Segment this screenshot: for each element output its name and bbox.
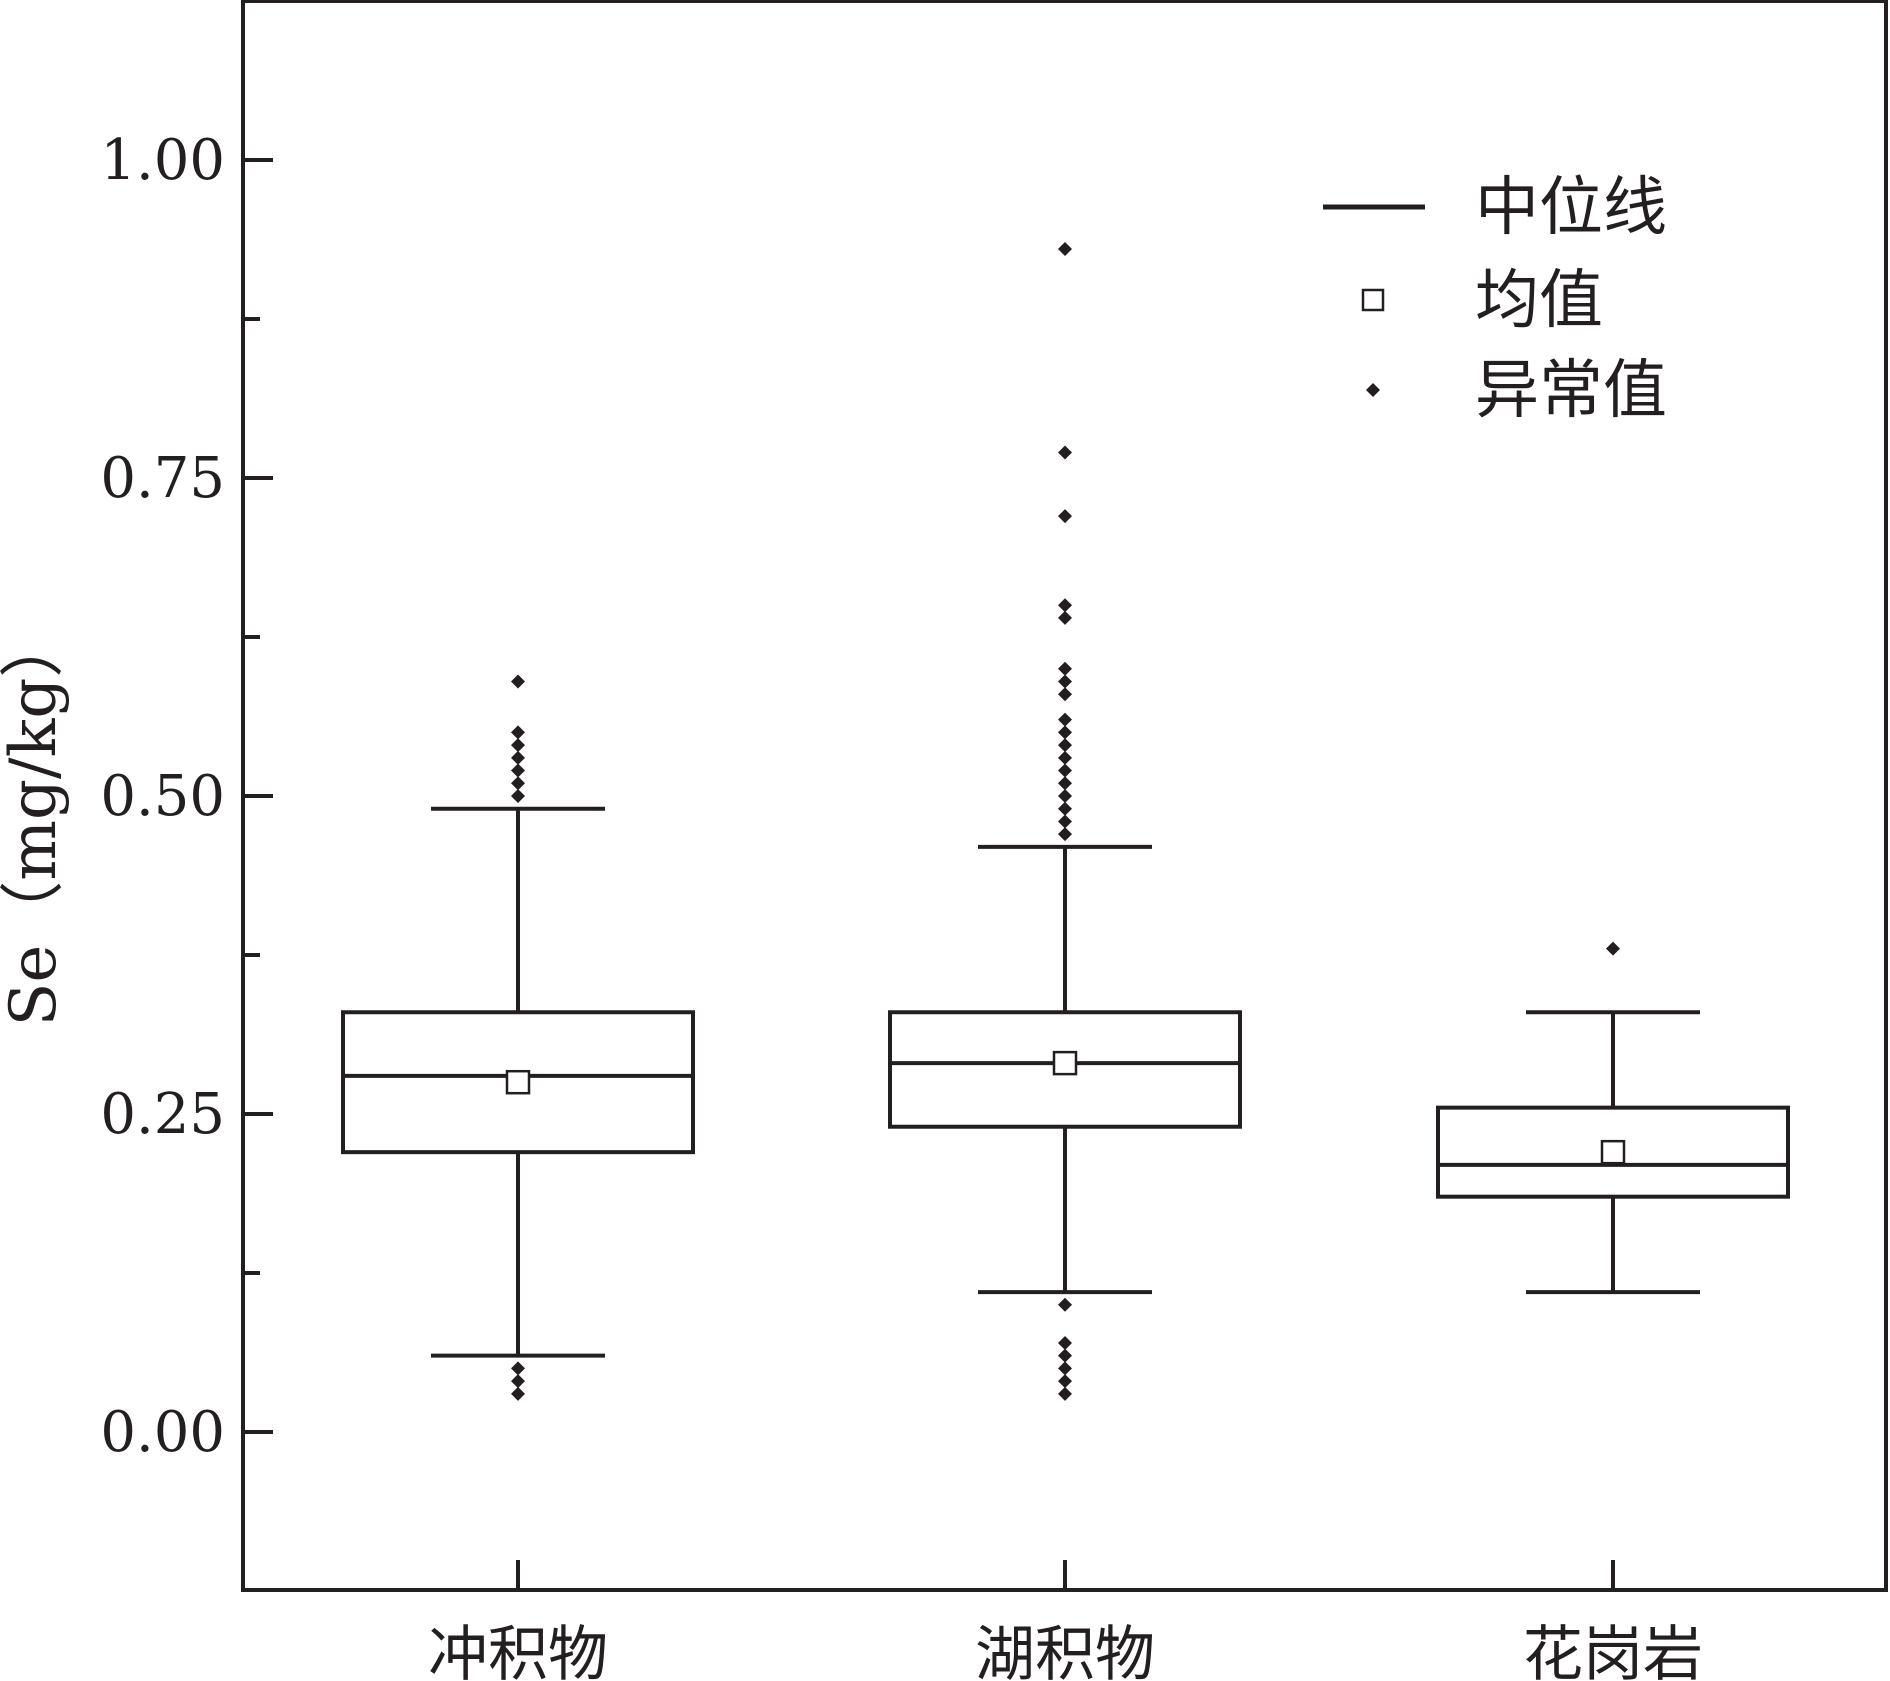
legend-label: 中位线 [1475, 171, 1667, 245]
mean-marker [1600, 1139, 1626, 1165]
y-tick-label: 1.00 [100, 128, 225, 193]
outlier-point [511, 738, 525, 753]
y-tick-label: 0.50 [100, 764, 225, 829]
outlier-point [511, 789, 525, 803]
outlier-point [511, 763, 525, 778]
iqr-box [1436, 1105, 1790, 1199]
outlier-point [511, 1386, 525, 1401]
x-axis: 冲积物 湖积物 花岗岩 [428, 1560, 1703, 1681]
outlier-point [1606, 941, 1620, 956]
outlier-point [1058, 1361, 1072, 1376]
outlier-point [1058, 763, 1072, 778]
outlier-point [1058, 750, 1072, 765]
outlier-point [1058, 1374, 1072, 1389]
y-tick-label: 0.75 [100, 446, 225, 511]
outlier-point [1058, 814, 1072, 829]
outlier-point [511, 1374, 525, 1389]
box-3 [1436, 941, 1790, 1295]
x-tick-label: 湖积物 [975, 1620, 1155, 1681]
outlier-point [1058, 827, 1072, 842]
outlier-point [1058, 242, 1072, 257]
box-2 [888, 242, 1242, 1401]
outlier-point [1058, 661, 1072, 676]
outlier-point [1058, 610, 1072, 625]
outlier-point [1058, 725, 1072, 740]
y-tick-label: 0.00 [100, 1400, 225, 1465]
outlier-point [511, 750, 525, 765]
outlier-point [1058, 687, 1072, 702]
legend-mean-swatch [1361, 288, 1385, 312]
x-tick-label: 冲积物 [428, 1620, 608, 1681]
outlier-point [1058, 738, 1072, 753]
iqr-box [888, 1010, 1242, 1129]
x-tick-label: 花岗岩 [1523, 1620, 1703, 1681]
outlier-point [511, 725, 525, 740]
outlier-point [1058, 712, 1072, 727]
box-series [341, 242, 1790, 1401]
outlier-point [511, 674, 525, 689]
outlier-point [511, 1361, 525, 1376]
outlier-point [1058, 674, 1072, 689]
legend-label: 异常值 [1475, 354, 1667, 428]
outlier-point [1058, 598, 1072, 613]
outlier-point [1058, 1297, 1072, 1312]
y-tick-label: 0.25 [100, 1082, 225, 1147]
outlier-point [1058, 445, 1072, 460]
y-axis: 0.00 0.25 0.50 0.75 1.00 [100, 128, 273, 1465]
outlier-point [1058, 789, 1072, 803]
legend-outlier-swatch [1366, 383, 1380, 397]
outlier-point [1058, 1348, 1072, 1363]
legend-label: 均值 [1475, 264, 1603, 338]
mean-marker [505, 1069, 531, 1095]
outlier-point [1058, 509, 1072, 524]
iqr-box [341, 1010, 695, 1155]
outlier-point [1058, 1335, 1072, 1350]
outlier-point [511, 776, 525, 791]
outlier-point [1058, 776, 1072, 791]
mean-marker [1052, 1050, 1078, 1076]
outlier-point [1058, 1386, 1072, 1401]
outlier-point [1058, 801, 1072, 816]
y-axis-title: Se（mg/kg） [0, 614, 71, 1027]
box-1 [341, 674, 695, 1401]
